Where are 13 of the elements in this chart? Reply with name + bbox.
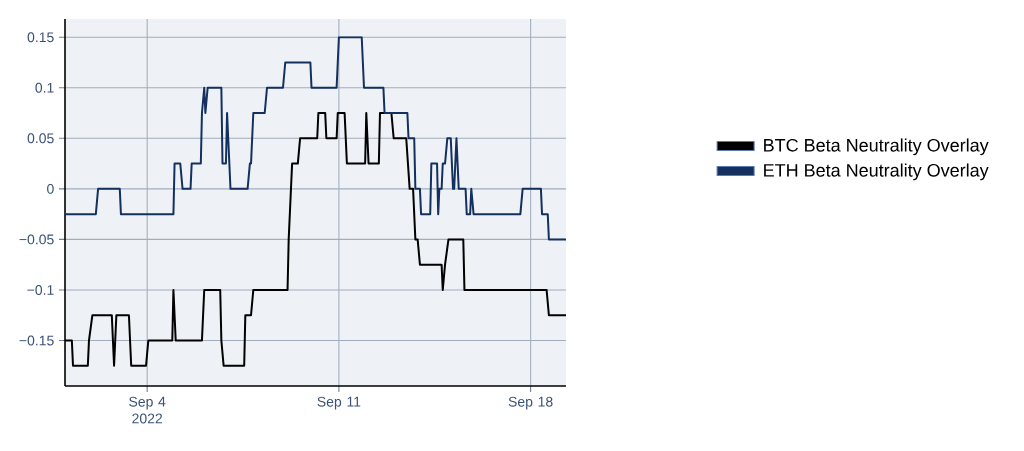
y-tick-label: −0.05 (19, 234, 54, 245)
y-tick-label: 0.15 (27, 32, 54, 43)
legend-label: ETH Beta Neutrality Overlay (764, 163, 989, 181)
y-tick-label: 0.05 (27, 133, 54, 144)
x-tick-label: Sep 18 (508, 396, 553, 410)
y-tick-label: 0 (47, 183, 54, 194)
x-tick-label: Sep 4 2022 (129, 396, 166, 424)
line-series (65, 36, 567, 241)
y-tick-label: 0.1 (35, 82, 54, 93)
y-tick-label: −0.1 (27, 285, 54, 295)
legend-label: BTC Beta Neutrality Overlay (764, 138, 989, 156)
x-tick-label: Sep 11 (317, 396, 361, 410)
y-tick-label: −0.15 (19, 335, 54, 346)
